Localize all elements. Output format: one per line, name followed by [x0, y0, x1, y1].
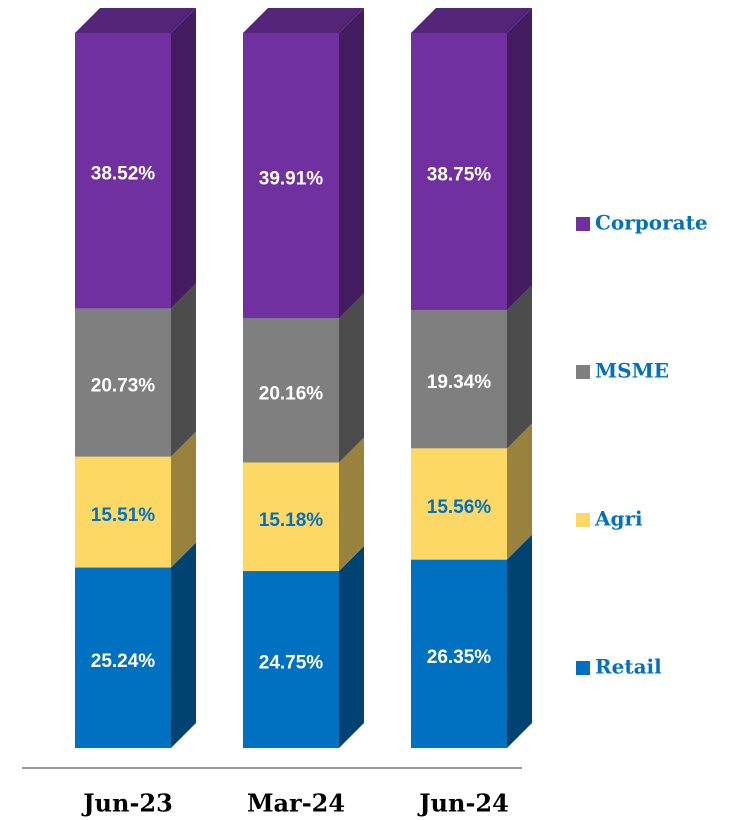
- value-label: 38.52%: [91, 164, 156, 185]
- value-label: 25.24%: [91, 651, 156, 672]
- bar-side: [339, 437, 364, 572]
- bar-side: [507, 285, 532, 449]
- legend-label: MSME: [595, 359, 669, 383]
- x-tick-label: Mar-24: [247, 789, 345, 818]
- value-label: 38.75%: [427, 165, 492, 186]
- bar-side: [339, 293, 364, 463]
- bar: [75, 456, 171, 568]
- bar: [243, 318, 339, 463]
- value-label: 15.56%: [427, 497, 492, 518]
- bar: [411, 448, 507, 560]
- bar-top: [75, 8, 196, 33]
- value-label: 19.34%: [427, 372, 492, 393]
- bar: [75, 567, 171, 748]
- legend-swatch: [576, 365, 590, 379]
- legend-swatch: [576, 661, 590, 675]
- value-label: 39.91%: [259, 169, 324, 190]
- bar: [75, 33, 171, 309]
- bar-side: [507, 423, 532, 560]
- bar: [411, 33, 507, 311]
- bar: [243, 571, 339, 748]
- value-label: 20.73%: [91, 376, 156, 397]
- bar-side: [171, 431, 196, 568]
- value-label: 15.51%: [91, 505, 156, 526]
- bar-side: [507, 534, 532, 748]
- value-label: 20.16%: [259, 383, 324, 404]
- legend-swatch: [576, 217, 590, 231]
- value-label: 24.75%: [259, 653, 324, 674]
- bar-top: [243, 8, 364, 33]
- bar: [243, 33, 339, 319]
- bar: [243, 462, 339, 572]
- bar-side: [171, 542, 196, 748]
- x-tick-label: Jun-23: [81, 789, 173, 818]
- bar: [411, 310, 507, 449]
- legend-label: Agri: [594, 507, 643, 531]
- bar-side: [507, 8, 532, 311]
- legend-swatch: [576, 513, 590, 527]
- bar: [75, 308, 171, 457]
- value-label: 15.18%: [259, 510, 324, 531]
- bar: [411, 559, 507, 748]
- bar-side: [339, 8, 364, 319]
- bar-side: [171, 8, 196, 309]
- bar-side: [171, 283, 196, 457]
- x-tick-label: Jun-24: [417, 789, 509, 818]
- value-label: 26.35%: [427, 647, 492, 668]
- legend-label: Retail: [595, 655, 662, 679]
- bar-top: [411, 8, 532, 33]
- bar-side: [339, 546, 364, 748]
- legend-label: Corporate: [595, 211, 708, 235]
